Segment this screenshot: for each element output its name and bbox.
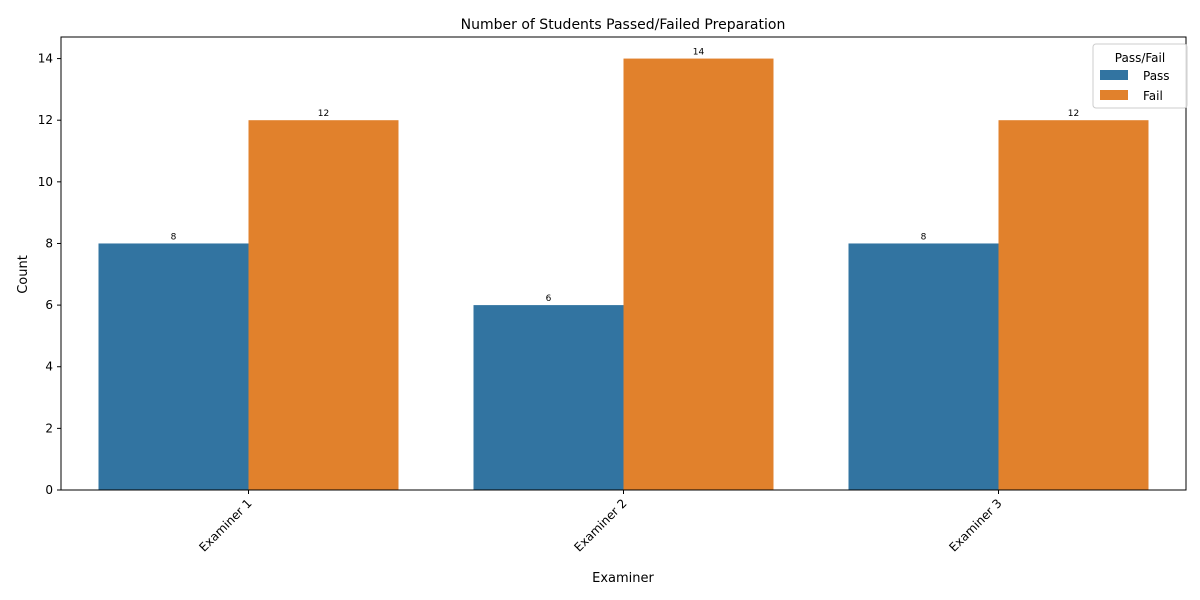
data-label-pass-2: 6: [546, 294, 552, 304]
x-tick-label: Examiner 1: [196, 496, 254, 554]
x-axis-label: Examiner: [592, 571, 654, 586]
y-tick-label: 10: [38, 175, 53, 189]
legend-swatch-fail: [1100, 90, 1128, 100]
x-tick-label: Examiner 2: [571, 496, 629, 554]
y-tick-label: 14: [38, 52, 53, 66]
bar-pass-3: [848, 243, 999, 490]
data-label-pass-3: 8: [921, 232, 927, 242]
legend-title: Pass/Fail: [1115, 51, 1165, 65]
legend-swatch-pass: [1100, 70, 1128, 80]
data-label-fail-2: 14: [693, 48, 705, 58]
data-label-fail-3: 12: [1068, 109, 1079, 119]
x-tick-label: Examiner 3: [946, 496, 1004, 554]
legend: Pass/Fail Pass Fail: [1092, 43, 1188, 109]
bar-fail-1: [248, 120, 399, 491]
bar-fail-3: [998, 120, 1149, 491]
bar-pass-2: [473, 305, 624, 490]
y-tick-label: 6: [45, 298, 53, 312]
data-label-pass-1: 8: [171, 232, 177, 242]
bar-pass-1: [98, 243, 249, 490]
plot-area: 8 12 6 14 8 12 0 2 4 6 8 10 12 14 Examiner 1 Examiner 2…: [38, 36, 1187, 555]
bar-fail-2: [623, 58, 774, 490]
legend-label-pass: Pass: [1143, 69, 1170, 83]
chart-title: Number of Students Passed/Failed Prepara…: [461, 17, 786, 33]
y-tick-label: 4: [45, 360, 53, 374]
y-tick-label: 0: [45, 483, 53, 497]
y-tick-label: 12: [38, 113, 53, 127]
legend-label-fail: Fail: [1143, 89, 1163, 103]
y-tick-label: 8: [45, 236, 53, 250]
data-label-fail-1: 12: [318, 109, 329, 119]
y-tick-label: 2: [45, 421, 53, 435]
y-axis-label: Count: [16, 255, 31, 294]
